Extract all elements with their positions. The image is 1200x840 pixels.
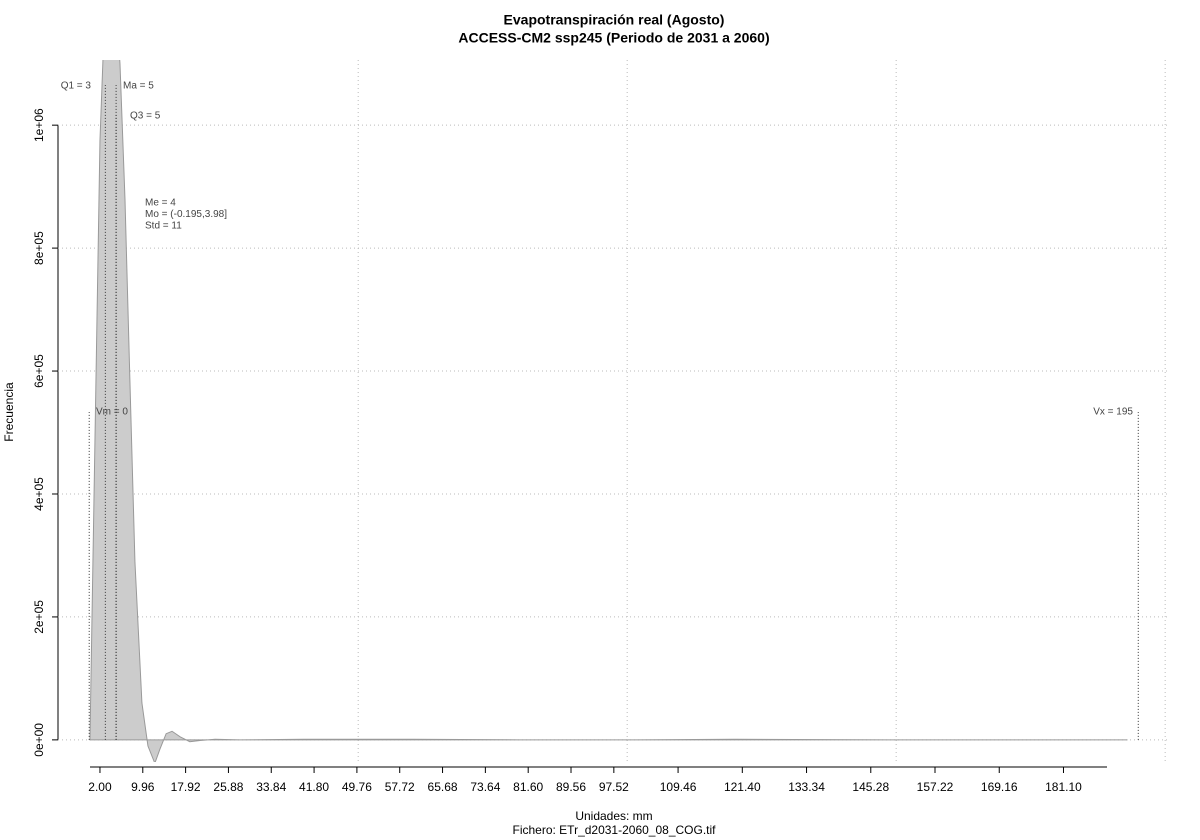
- y-tick-label: 6e+05: [32, 354, 46, 388]
- x-tick-label: 181.10: [1045, 780, 1082, 794]
- x-tick-label: 9.96: [131, 780, 155, 794]
- x-tick-label: 97.52: [599, 780, 629, 794]
- annotation-label: Vx = 195: [1093, 407, 1133, 418]
- annotation-label: Q3 = 5: [130, 111, 161, 122]
- annotation-label: Ma = 5: [123, 81, 154, 92]
- x-tick-label: 25.88: [213, 780, 243, 794]
- chart-subtitle: ACCESS-CM2 ssp245 (Periodo de 2031 a 206…: [458, 30, 769, 46]
- x-tick-label: 157.22: [917, 780, 954, 794]
- x-tick-label: 121.40: [724, 780, 761, 794]
- x-axis-label: Unidades: mm: [575, 809, 652, 823]
- stats-text: Std = 11: [145, 221, 182, 232]
- x-tick-label: 65.68: [428, 780, 458, 794]
- density-area: [89, 60, 1128, 762]
- x-tick-label: 145.28: [852, 780, 889, 794]
- x-tick-label: 33.84: [256, 780, 286, 794]
- plot-area: [89, 60, 1128, 762]
- chart-title: Evapotranspiración real (Agosto): [504, 12, 725, 28]
- x-tick-label: 49.76: [342, 780, 372, 794]
- x-tick-label: 2.00: [88, 780, 112, 794]
- x-tick-label: 169.16: [981, 780, 1018, 794]
- y-tick-label: 0e+00: [32, 723, 46, 757]
- x-tick-label: 73.64: [470, 780, 500, 794]
- stats-text: Mo = (-0.195,3.98]: [145, 209, 227, 220]
- stats-text: Me = 4: [145, 198, 176, 209]
- y-tick-label: 2e+05: [32, 600, 46, 634]
- y-axis-label: Frecuencia: [2, 382, 16, 442]
- x-tick-label: 109.46: [660, 780, 697, 794]
- annotation-label: Q1 = 3: [61, 81, 92, 92]
- annotation-label: Vm = 0: [96, 407, 128, 418]
- x-tick-label: 133.34: [788, 780, 825, 794]
- y-tick-label: 8e+05: [32, 231, 46, 265]
- y-tick-label: 4e+05: [32, 477, 46, 511]
- x-tick-label: 57.72: [385, 780, 415, 794]
- x-tick-label: 89.56: [556, 780, 586, 794]
- y-tick-label: 1e+06: [32, 108, 46, 142]
- x-tick-label: 81.60: [513, 780, 543, 794]
- x-tick-label: 41.80: [299, 780, 329, 794]
- x-tick-label: 17.92: [171, 780, 201, 794]
- caption: Fichero: ETr_d2031-2060_08_COG.tif: [513, 823, 717, 837]
